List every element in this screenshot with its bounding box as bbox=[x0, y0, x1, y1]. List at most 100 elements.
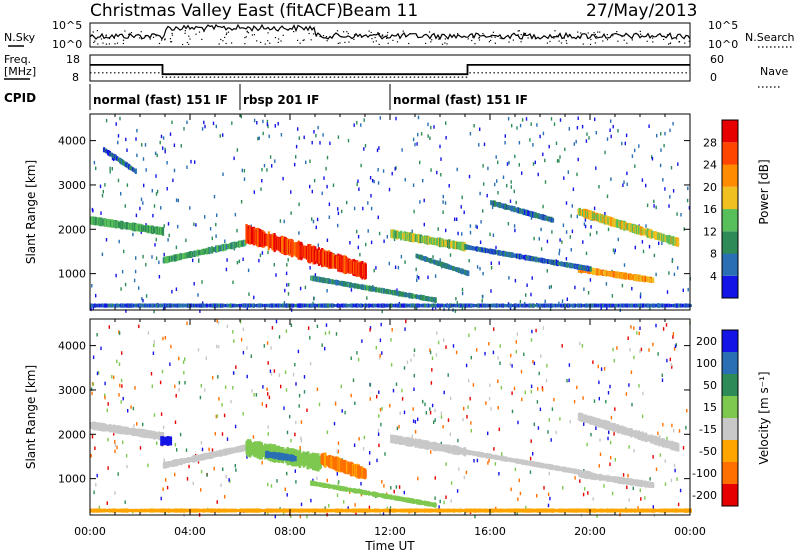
noise-speck bbox=[364, 144, 367, 148]
noise-speck bbox=[274, 159, 276, 163]
noise-speck bbox=[159, 380, 162, 385]
nsearch-point bbox=[378, 43, 380, 45]
nsearch-point bbox=[374, 36, 376, 39]
noise-speck bbox=[343, 500, 345, 504]
noise-speck bbox=[490, 407, 492, 411]
range-gate-cell bbox=[294, 456, 297, 462]
noise-speck bbox=[443, 500, 445, 505]
noise-speck bbox=[437, 340, 440, 345]
noise-speck bbox=[236, 228, 238, 233]
noise-speck bbox=[599, 452, 602, 456]
noise-speck bbox=[600, 367, 603, 371]
noise-speck bbox=[438, 505, 440, 509]
range-gate-cell bbox=[677, 238, 680, 247]
noise-speck bbox=[677, 266, 679, 270]
noise-speck bbox=[410, 358, 412, 362]
noise-speck bbox=[304, 285, 307, 290]
noise-speck bbox=[243, 169, 246, 173]
noise-speck bbox=[549, 307, 552, 311]
noise-speck bbox=[612, 124, 614, 129]
nsearch-point bbox=[508, 41, 510, 43]
noise-speck bbox=[267, 392, 269, 396]
nsearch-point bbox=[256, 40, 258, 42]
noise-speck bbox=[107, 437, 109, 442]
nsearch-point bbox=[396, 41, 399, 43]
noise-speck bbox=[666, 290, 669, 294]
noise-speck bbox=[639, 295, 642, 299]
noise-speck bbox=[275, 273, 277, 277]
noise-speck bbox=[469, 230, 472, 235]
noise-speck bbox=[378, 390, 380, 394]
noise-speck bbox=[609, 384, 611, 389]
noise-speck bbox=[638, 384, 640, 388]
noise-speck bbox=[517, 497, 519, 501]
noise-speck bbox=[677, 502, 680, 507]
noise-speck bbox=[569, 235, 571, 239]
noise-speck bbox=[286, 493, 288, 497]
range-gate-cell bbox=[551, 217, 555, 223]
noise-speck bbox=[95, 166, 97, 171]
noise-speck bbox=[417, 132, 419, 137]
noise-speck bbox=[266, 119, 269, 124]
noise-speck bbox=[502, 175, 505, 179]
noise-speck bbox=[454, 309, 457, 313]
nsearch-point bbox=[602, 40, 604, 42]
noise-speck bbox=[356, 121, 358, 125]
nsearch-point bbox=[218, 43, 220, 45]
noise-speck bbox=[122, 396, 124, 401]
noise-speck bbox=[540, 227, 542, 232]
noise-speck bbox=[530, 216, 533, 220]
nsearch-point bbox=[556, 35, 558, 37]
noise-speck bbox=[499, 344, 501, 348]
noise-speck bbox=[396, 426, 399, 431]
noise-speck bbox=[92, 306, 94, 311]
noise-speck bbox=[513, 386, 516, 391]
noise-speck bbox=[216, 213, 218, 217]
noise-speck bbox=[680, 213, 682, 217]
noise-speck bbox=[356, 351, 358, 355]
noise-speck bbox=[497, 160, 499, 165]
noise-speck bbox=[555, 430, 557, 435]
range-gate-cell bbox=[689, 304, 692, 307]
noise-speck bbox=[540, 354, 542, 358]
noise-speck bbox=[239, 320, 242, 324]
noise-speck bbox=[649, 477, 651, 481]
noise-speck bbox=[483, 182, 485, 186]
noise-speck bbox=[678, 429, 681, 433]
nsearch-point bbox=[188, 43, 190, 45]
noise-speck bbox=[124, 500, 126, 504]
noise-speck bbox=[468, 259, 470, 263]
nsearch-point bbox=[139, 37, 141, 39]
noise-speck bbox=[567, 170, 569, 174]
nsearch-point bbox=[457, 33, 459, 35]
noise-speck bbox=[596, 514, 598, 518]
nsearch-point bbox=[587, 32, 589, 34]
noise-speck bbox=[233, 156, 235, 161]
noise-speck bbox=[390, 486, 392, 490]
noise-speck bbox=[203, 120, 205, 125]
noise-speck bbox=[107, 466, 109, 470]
noise-speck bbox=[240, 114, 242, 119]
noise-speck bbox=[240, 200, 243, 204]
noise-speck bbox=[663, 143, 665, 148]
noise-speck bbox=[310, 498, 312, 503]
noise-speck bbox=[381, 309, 383, 314]
noise-speck bbox=[608, 430, 610, 435]
noise-speck bbox=[288, 283, 290, 287]
noise-speck bbox=[279, 219, 282, 223]
noise-speck bbox=[513, 189, 515, 194]
noise-speck bbox=[195, 223, 197, 227]
noise-speck bbox=[687, 287, 689, 292]
noise-speck bbox=[379, 408, 382, 412]
noise-speck bbox=[651, 157, 654, 161]
noise-speck bbox=[429, 410, 432, 415]
noise-speck bbox=[286, 430, 289, 435]
noise-speck bbox=[269, 369, 272, 373]
noise-speck bbox=[175, 198, 178, 202]
noise-speck bbox=[358, 187, 360, 191]
noise-speck bbox=[443, 307, 445, 312]
noise-speck bbox=[474, 326, 476, 331]
noise-speck bbox=[550, 438, 552, 442]
noise-speck bbox=[153, 343, 155, 348]
noise-speck bbox=[622, 183, 624, 187]
